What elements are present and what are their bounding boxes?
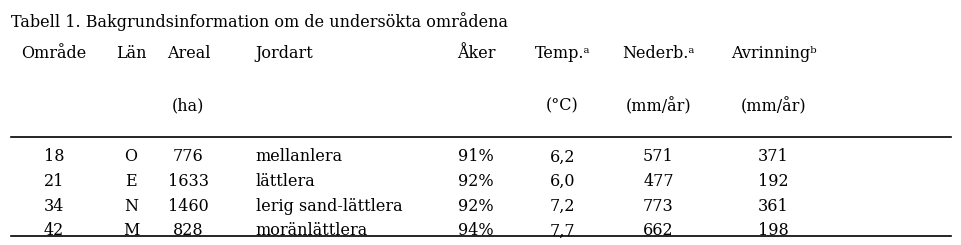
Text: 371: 371 bbox=[757, 148, 788, 165]
Text: E: E bbox=[125, 173, 136, 190]
Text: 776: 776 bbox=[173, 148, 204, 165]
Text: Temp.ᵃ: Temp.ᵃ bbox=[534, 45, 590, 62]
Text: 477: 477 bbox=[643, 173, 673, 190]
Text: moränlättlera: moränlättlera bbox=[256, 222, 367, 239]
Text: N: N bbox=[124, 198, 137, 215]
Text: 773: 773 bbox=[642, 198, 673, 215]
Text: Tabell 1. Bakgrundsinformation om de undersökta områdena: Tabell 1. Bakgrundsinformation om de und… bbox=[11, 12, 507, 31]
Text: 92%: 92% bbox=[457, 198, 494, 215]
Text: 361: 361 bbox=[757, 198, 788, 215]
Text: lerig sand-lättlera: lerig sand-lättlera bbox=[256, 198, 402, 215]
Text: 91%: 91% bbox=[457, 148, 494, 165]
Text: Jordart: Jordart bbox=[256, 45, 313, 62]
Text: mellanlera: mellanlera bbox=[256, 148, 342, 165]
Text: Område: Område bbox=[21, 45, 86, 62]
Text: (mm/år): (mm/år) bbox=[625, 98, 691, 115]
Text: 192: 192 bbox=[757, 173, 788, 190]
Text: 571: 571 bbox=[642, 148, 673, 165]
Text: 1633: 1633 bbox=[168, 173, 209, 190]
Text: 94%: 94% bbox=[457, 222, 494, 239]
Text: 7,2: 7,2 bbox=[550, 198, 575, 215]
Text: 34: 34 bbox=[44, 198, 64, 215]
Text: 1460: 1460 bbox=[168, 198, 209, 215]
Text: (ha): (ha) bbox=[172, 98, 205, 115]
Text: 18: 18 bbox=[44, 148, 64, 165]
Text: 7,7: 7,7 bbox=[549, 222, 575, 239]
Text: 6,0: 6,0 bbox=[550, 173, 575, 190]
Text: O: O bbox=[124, 148, 137, 165]
Text: Åker: Åker bbox=[456, 45, 495, 62]
Text: Avrinningᵇ: Avrinningᵇ bbox=[730, 45, 816, 62]
Text: (mm/år): (mm/år) bbox=[740, 98, 805, 115]
Text: 198: 198 bbox=[757, 222, 788, 239]
Text: 42: 42 bbox=[44, 222, 64, 239]
Text: 92%: 92% bbox=[457, 173, 494, 190]
Text: 828: 828 bbox=[173, 222, 204, 239]
Text: Areal: Areal bbox=[166, 45, 209, 62]
Text: 6,2: 6,2 bbox=[550, 148, 575, 165]
Text: lättlera: lättlera bbox=[256, 173, 315, 190]
Text: (°C): (°C) bbox=[546, 98, 579, 115]
Text: Län: Län bbox=[115, 45, 146, 62]
Text: Nederb.ᵃ: Nederb.ᵃ bbox=[622, 45, 694, 62]
Text: 21: 21 bbox=[44, 173, 64, 190]
Text: 662: 662 bbox=[643, 222, 673, 239]
Text: M: M bbox=[123, 222, 139, 239]
